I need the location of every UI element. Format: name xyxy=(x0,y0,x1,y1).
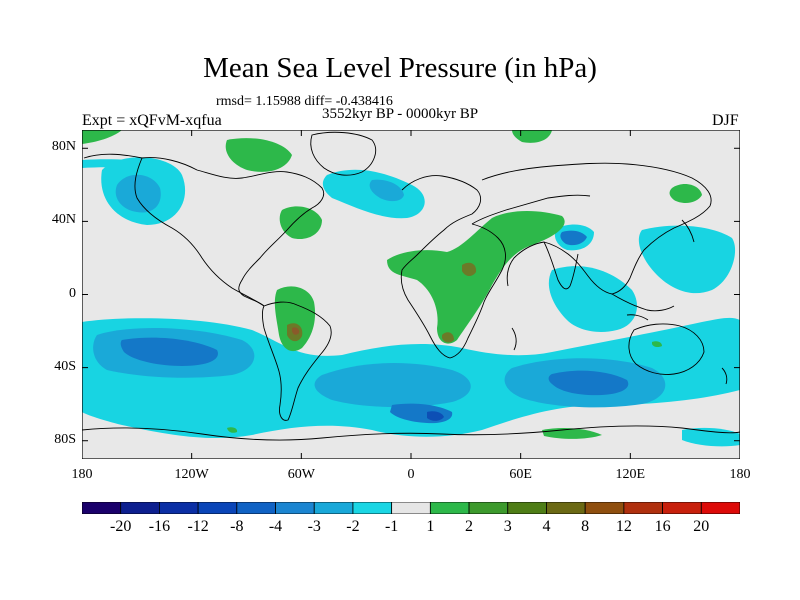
colorbar-label: -1 xyxy=(384,518,399,535)
y-tick-label: 40N xyxy=(51,212,76,228)
north-america-high xyxy=(279,206,322,240)
colorbar-label: 20 xyxy=(693,518,710,535)
stats-text: rmsd= 1.15988 diff= -0.438416 xyxy=(216,94,393,109)
colorbar-swatch xyxy=(584,502,625,514)
colorbar-swatch xyxy=(507,502,547,514)
colorbar-label: -4 xyxy=(268,518,283,535)
colorbar-label: -16 xyxy=(148,518,171,535)
axis-ticks xyxy=(82,130,740,459)
x-tick-label: 60W xyxy=(287,467,315,482)
north-atlantic-low xyxy=(322,169,425,219)
colorbar-label: 3 xyxy=(503,518,512,535)
siberian-low-core xyxy=(560,230,587,246)
y-tick-label: 0 xyxy=(69,285,76,301)
colorbar-label: 8 xyxy=(581,518,590,535)
x-tick-label: 180 xyxy=(729,467,751,482)
season-label: DJF xyxy=(712,112,739,129)
experiment-label: Expt = xQFvM-xqfua xyxy=(82,112,222,129)
northeast-asia-high xyxy=(669,184,702,203)
colorbar-swatch xyxy=(352,502,393,514)
colorbar-swatch xyxy=(468,502,509,514)
south-america-high-peak xyxy=(292,327,300,335)
colorbar-swatch xyxy=(662,502,702,514)
north-atlantic-low-core xyxy=(369,179,404,202)
colorbar-label: 4 xyxy=(542,518,551,535)
y-tick-label: 80S xyxy=(54,431,76,447)
colorbar-label: -12 xyxy=(187,518,209,535)
positive-anomaly-regions xyxy=(82,130,702,439)
north-pacific-east xyxy=(638,225,736,294)
south-atlantic-low xyxy=(314,363,471,408)
antarctic-high-patch xyxy=(227,427,238,433)
y-tick-label: 80N xyxy=(51,139,76,155)
colorbar-label: -20 xyxy=(110,518,132,535)
indian-ocean-patch xyxy=(587,312,627,329)
south-america-high xyxy=(274,286,316,352)
colorbar-swatch xyxy=(623,502,663,514)
colorbar-swatch xyxy=(700,502,740,514)
colorbar-label: 1 xyxy=(426,518,435,535)
north-pacific-low-core xyxy=(115,174,161,213)
colorbar-swatch xyxy=(313,502,354,514)
south-africa-high-core xyxy=(442,332,454,343)
chart-title: Mean Sea Level Pressure (in hPa) xyxy=(203,52,597,84)
colorbar-swatch xyxy=(275,502,315,514)
africa-eurasia-high xyxy=(387,211,565,344)
colorbar-label: 16 xyxy=(654,518,671,535)
colorbar-swatch xyxy=(546,502,586,514)
period-text: 3552kyr BP - 0000kyr BP xyxy=(322,106,479,122)
colorbar-swatch xyxy=(391,502,431,514)
y-tick-label: 40S xyxy=(54,358,76,374)
greenland-high xyxy=(225,138,292,172)
pressure-anomaly-map xyxy=(82,130,740,459)
colorbar-swatch xyxy=(120,502,160,514)
africa-high-core xyxy=(462,262,477,277)
x-tick-label: 180 xyxy=(71,467,93,482)
colorbar-label: -8 xyxy=(230,518,244,535)
x-tick-label: 60E xyxy=(509,467,532,482)
colorbar xyxy=(82,502,740,514)
colorbar-swatch xyxy=(236,502,276,514)
colorbar-swatch xyxy=(159,502,199,514)
colorbar-swatch xyxy=(82,502,122,514)
south-indian-low-core xyxy=(548,370,629,396)
colorbar-swatch xyxy=(197,502,238,514)
colorbar-label: 12 xyxy=(615,518,632,535)
negative-anomaly-regions xyxy=(82,157,740,447)
australia-patch xyxy=(652,341,662,348)
antarctic-low-core xyxy=(427,411,444,421)
south-pacific-low-core xyxy=(120,337,218,366)
arctic-high-patch xyxy=(82,130,122,144)
colorbar-label: -3 xyxy=(307,518,321,535)
arctic-siberia-patch xyxy=(512,130,552,143)
coastlines xyxy=(82,131,740,441)
x-tick-label: 120W xyxy=(174,467,209,482)
x-tick-label: 0 xyxy=(407,467,415,482)
colorbar-swatch xyxy=(429,502,470,514)
colorbar-label: -2 xyxy=(346,518,360,535)
x-tick-label: 120E xyxy=(615,467,646,482)
colorbar-label: 2 xyxy=(465,518,474,535)
arctic-pacific-band xyxy=(82,159,167,172)
